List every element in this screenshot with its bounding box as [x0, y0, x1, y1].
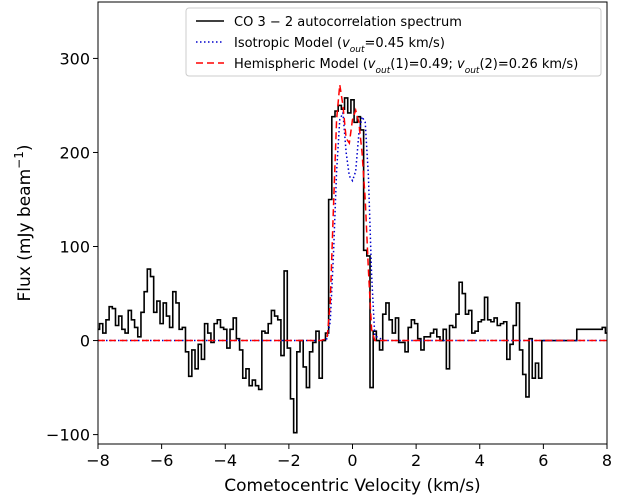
series-line-2 [98, 84, 607, 342]
x-tick-label: −4 [213, 451, 237, 470]
y-tick-label: 0 [80, 332, 90, 351]
y-axis-label-close: ) [15, 145, 35, 152]
series-line-0 [98, 97, 607, 434]
legend-label: Isotropic Model (vout=0.45 km/s) [234, 36, 445, 55]
x-tick-label: 0 [347, 451, 357, 470]
legend-box [185, 7, 602, 77]
x-axis-label: Cometocentric Velocity (km/s) [224, 476, 480, 496]
legend-label: CO 3 − 2 autocorrelation spectrum [234, 15, 462, 30]
x-tick-label: 4 [475, 451, 485, 470]
y-axis-label: Flux (mJy beam−1) [12, 145, 35, 302]
x-tick-label: 6 [538, 451, 548, 470]
y-tick-label: 300 [59, 49, 90, 68]
x-tick-label: 2 [411, 451, 421, 470]
x-tick-label: −8 [86, 451, 110, 470]
series-layer [98, 84, 607, 434]
x-tick-label: 8 [602, 451, 612, 470]
y-tick-label: 100 [59, 238, 90, 257]
y-axis-label-exponent: −1 [12, 151, 26, 169]
axes-layer: −8 −6 −4 −2 0 2 4 6 8 −100 0 100 200 300 [46, 49, 612, 470]
x-tick-label: −2 [277, 451, 301, 470]
y-tick-label: −100 [46, 426, 90, 445]
y-tick-label: 200 [59, 143, 90, 162]
legend: CO 3 − 2 autocorrelation spectrum Isotrop… [185, 7, 602, 77]
series-line-1 [98, 110, 607, 342]
y-axis-label-main: Flux (mJy beam [15, 169, 35, 302]
legend-label: Hemispheric Model (vout(1)=0.49; vout(2)… [234, 57, 578, 76]
x-tick-label: −6 [150, 451, 174, 470]
